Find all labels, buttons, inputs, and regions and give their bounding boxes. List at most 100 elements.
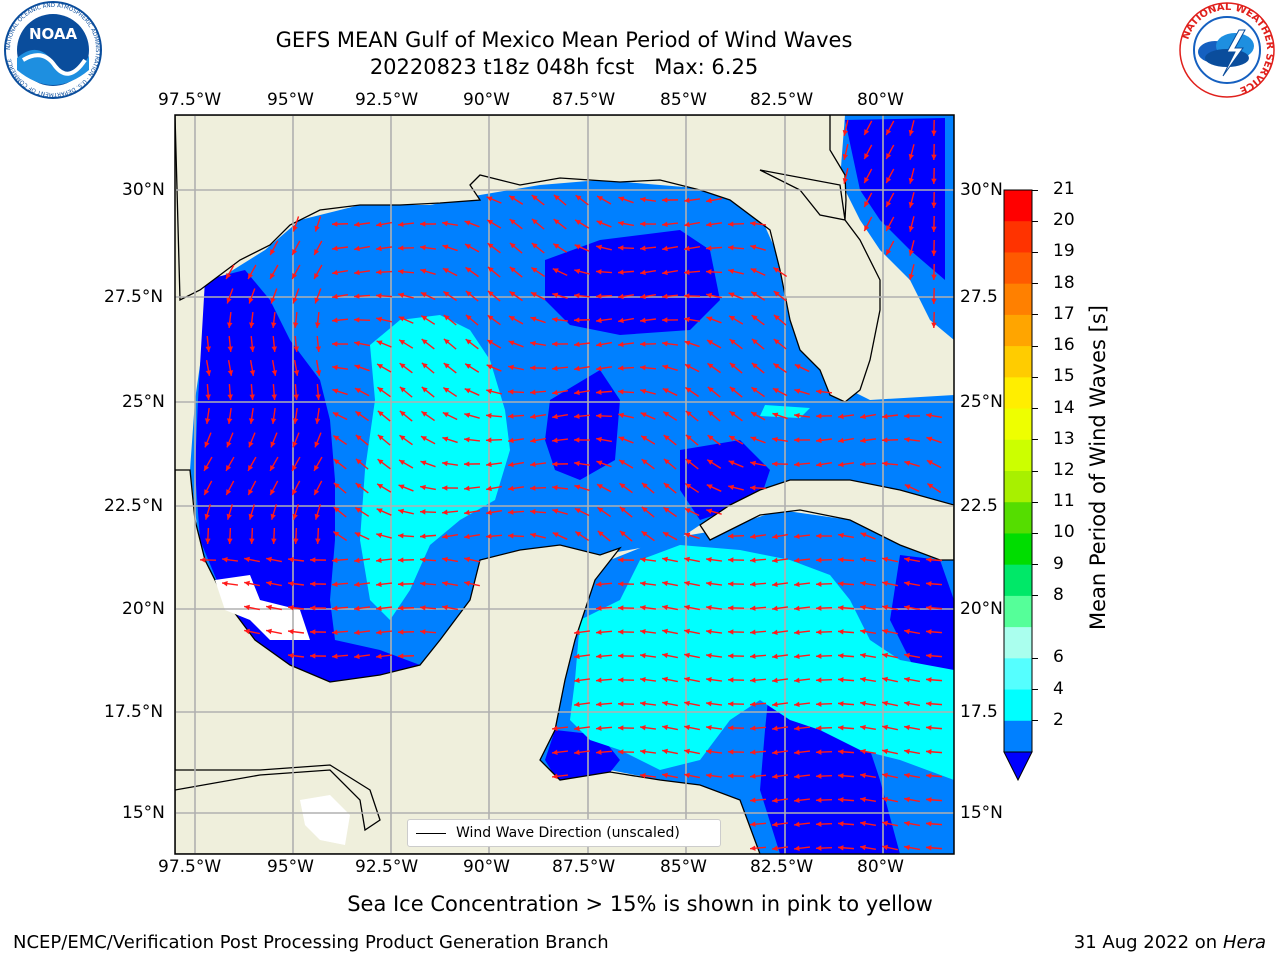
- lat-tick-left: 20°N: [122, 599, 165, 619]
- wave-direction-arrowhead: [376, 557, 382, 564]
- wave-direction-arrowhead: [706, 604, 712, 611]
- wave-direction-arrowhead: [270, 464, 276, 471]
- wave-direction-arrowhead: [552, 341, 558, 347]
- wave-direction-arrowhead: [904, 556, 910, 563]
- colorbar-segment: [1004, 408, 1032, 441]
- wave-direction-arrowhead: [487, 243, 494, 249]
- wave-direction-arrowhead: [574, 413, 580, 419]
- wave-direction-arrowhead: [816, 653, 822, 659]
- wave-direction-arrowhead: [531, 267, 538, 273]
- wave-direction-arrowhead: [794, 629, 800, 636]
- wave-direction-arrowhead: [773, 314, 780, 321]
- noaa-logo: NOAA NATIONAL OCEANIC AND ATMOSPHERIC AD…: [4, 1, 102, 99]
- wave-direction-arrowhead: [662, 628, 668, 635]
- colorbar-tick-mark: [1032, 532, 1038, 534]
- wave-direction-arrowhead: [640, 196, 646, 203]
- wave-direction-arrowhead: [226, 489, 232, 496]
- wave-direction-arrowhead: [292, 322, 299, 328]
- wave-direction-arrowhead: [354, 364, 361, 370]
- wave-direction-arrowhead: [751, 291, 758, 297]
- wave-direction-arrowhead: [904, 604, 910, 611]
- colorbar-tick-mark: [1032, 283, 1038, 285]
- wave-direction-arrowhead: [487, 266, 494, 273]
- map-frame: [174, 114, 955, 855]
- wave-direction-arrowhead: [816, 821, 822, 827]
- wave-direction-arrowhead: [641, 435, 648, 441]
- wave-direction-arrowhead: [816, 773, 822, 779]
- wave-direction-arrowhead: [530, 509, 536, 515]
- colorbar-segment: [1004, 439, 1032, 472]
- wave-direction-arrowhead: [508, 340, 515, 346]
- colorbar-segment: [1004, 720, 1032, 753]
- wave-direction-arrowhead: [931, 274, 937, 280]
- wave-direction-arrowhead: [227, 394, 233, 400]
- wave-direction-arrowhead: [816, 845, 822, 851]
- wave-direction-arrowhead: [421, 339, 428, 345]
- wave-direction-arrowhead: [509, 291, 516, 297]
- wave-direction-arrowhead: [662, 221, 668, 228]
- wave-direction-arrowhead: [926, 412, 932, 419]
- wave-direction-arrowhead: [662, 676, 668, 683]
- wave-direction-arrowhead: [860, 724, 866, 731]
- wave-direction-arrowhead: [926, 557, 932, 563]
- wave-direction-arrowhead: [376, 245, 382, 252]
- wave-direction-arrowhead: [332, 221, 338, 227]
- nws-logo: NATIONAL WEATHER SERVICE: [1179, 2, 1275, 98]
- colorbar-tick-mark: [1032, 689, 1038, 691]
- wave-direction-arrowhead: [908, 153, 914, 160]
- colorbar-tick-mark: [1032, 408, 1038, 410]
- wave-direction-arrowhead: [931, 130, 937, 136]
- wave-direction-arrowhead: [464, 580, 470, 587]
- wave-direction-arrowhead: [619, 483, 626, 489]
- lon-tick-top: 97.5°W: [158, 90, 222, 110]
- wave-direction-arrowhead: [640, 388, 647, 394]
- wave-direction-arrowhead: [926, 725, 932, 731]
- wave-direction-arrowhead: [248, 418, 255, 424]
- wave-direction-arrowhead: [707, 386, 714, 393]
- wave-direction-arrowhead: [314, 249, 320, 256]
- wave-direction-arrowhead: [355, 411, 362, 417]
- colorbar-segment: [1004, 377, 1032, 410]
- wave-direction-arrowhead: [794, 533, 800, 540]
- wave-direction-arrowhead: [553, 219, 560, 225]
- wave-direction-arrowhead: [226, 418, 233, 424]
- wave-direction-arrowhead: [729, 411, 736, 417]
- colorbar-segment: [1004, 346, 1032, 378]
- wave-direction-arrowhead: [314, 418, 321, 424]
- wave-direction-arrowhead: [816, 797, 822, 803]
- wave-direction-arrowhead: [288, 652, 294, 659]
- wave-direction-arrowhead: [882, 772, 888, 779]
- wave-direction-arrowhead: [248, 272, 254, 279]
- wave-direction-arrowhead: [662, 388, 669, 394]
- wave-direction-arrowhead: [552, 316, 558, 323]
- wave-direction-arrowhead: [249, 394, 255, 400]
- wave-direction-arrowhead: [552, 508, 559, 514]
- wave-direction-arrowhead: [442, 533, 448, 540]
- wave-direction-arrowhead: [684, 245, 690, 252]
- wave-direction-arrowhead: [904, 700, 910, 707]
- wave-direction-arrowhead: [882, 844, 888, 851]
- wave-direction-arrowhead: [728, 245, 734, 251]
- wave-direction-arrowhead: [420, 509, 426, 515]
- wave-direction-arrowhead: [596, 581, 602, 587]
- wave-direction-arrowhead: [355, 458, 362, 465]
- wave-direction-arrowhead: [904, 724, 910, 731]
- wave-direction-arrowhead: [728, 725, 734, 731]
- wave-direction-arrowhead: [772, 605, 778, 612]
- lon-tick-top: 85°W: [660, 90, 707, 110]
- wave-direction-arrowhead: [926, 701, 932, 707]
- wave-direction-arrowhead: [443, 363, 450, 369]
- wave-direction-arrowhead: [816, 605, 822, 611]
- wave-direction-arrowhead: [376, 653, 382, 660]
- wave-direction-arrowhead: [465, 314, 472, 321]
- wave-direction-arrowhead: [508, 316, 515, 322]
- wave-direction-arrowhead: [684, 628, 690, 635]
- wave-direction-arrowhead: [728, 701, 734, 707]
- wave-direction-arrowhead: [838, 437, 844, 444]
- wave-direction-arrowhead: [685, 434, 692, 441]
- colorbar-segment: [1004, 252, 1032, 285]
- wave-direction-arrowhead: [886, 153, 892, 160]
- chart-subtitle: 20220823 t18z 048h fcst Max: 6.25: [0, 54, 1128, 80]
- wave-direction-arrowhead: [248, 513, 254, 520]
- wave-direction-arrowhead: [420, 629, 426, 635]
